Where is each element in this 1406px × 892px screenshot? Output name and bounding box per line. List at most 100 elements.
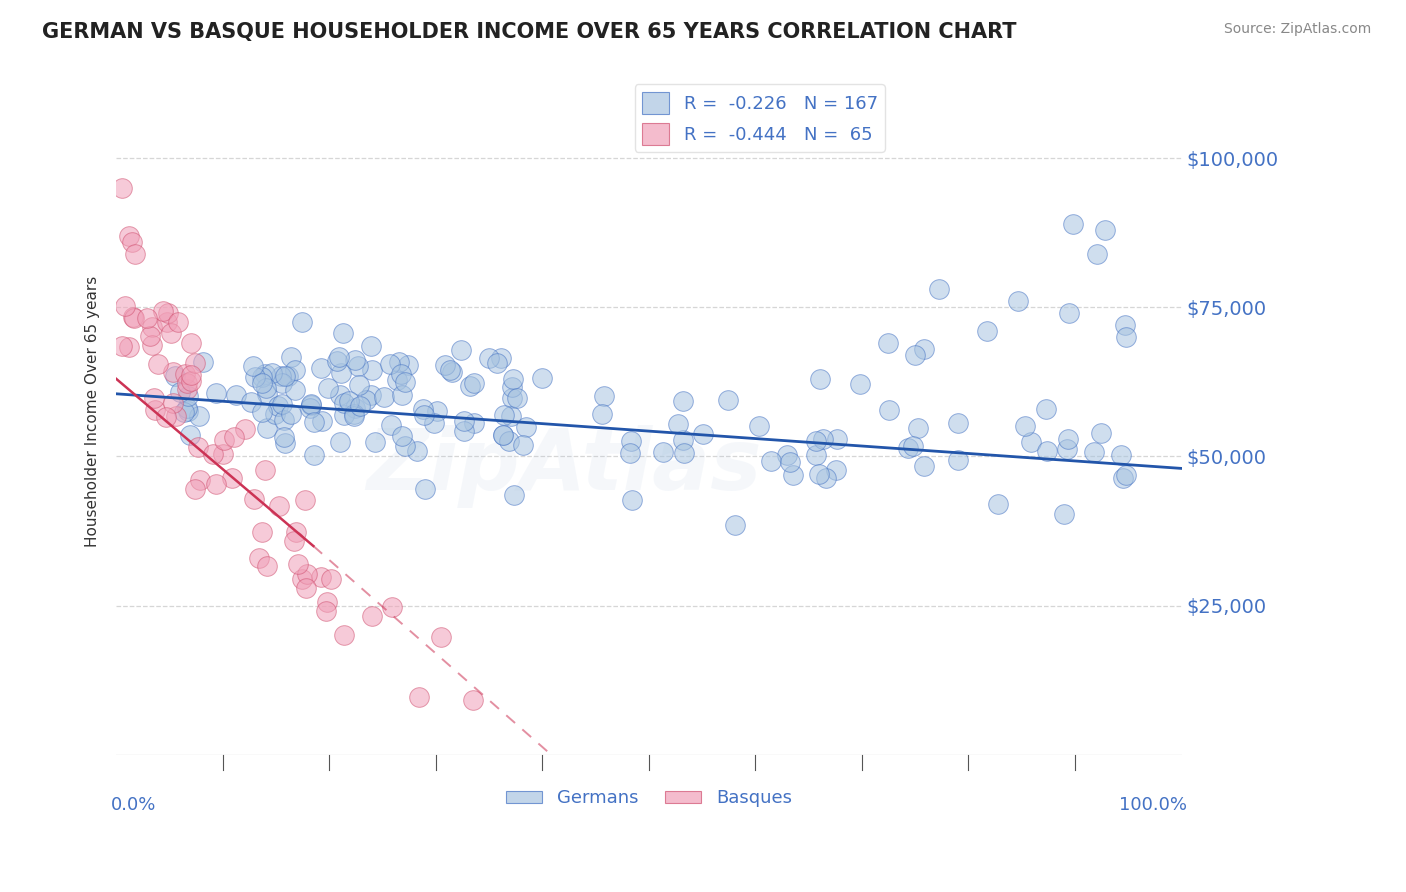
Point bbox=[877, 336, 900, 351]
Point bbox=[328, 434, 350, 449]
Point bbox=[256, 559, 278, 574]
Text: 0.0%: 0.0% bbox=[111, 796, 156, 814]
Point bbox=[280, 407, 302, 421]
Point bbox=[155, 409, 177, 424]
Point bbox=[692, 426, 714, 441]
Point bbox=[502, 372, 524, 386]
Point bbox=[273, 369, 295, 384]
Point bbox=[205, 477, 228, 491]
Point bbox=[912, 342, 935, 356]
Point bbox=[163, 369, 186, 384]
Point bbox=[1111, 471, 1133, 485]
Point bbox=[252, 525, 274, 540]
Point bbox=[748, 418, 770, 433]
Point bbox=[267, 499, 290, 513]
Point bbox=[256, 421, 278, 435]
Point bbox=[347, 359, 370, 373]
Point bbox=[254, 368, 277, 382]
Point bbox=[824, 463, 846, 477]
Text: 100.0%: 100.0% bbox=[1119, 796, 1187, 814]
Point bbox=[349, 399, 371, 413]
Point bbox=[928, 282, 950, 296]
Point bbox=[328, 351, 350, 365]
Point bbox=[330, 366, 353, 380]
Point bbox=[463, 416, 485, 430]
Point bbox=[294, 581, 316, 595]
Point bbox=[270, 369, 292, 384]
Point bbox=[1014, 418, 1036, 433]
Point bbox=[187, 409, 209, 423]
Point bbox=[381, 600, 404, 615]
Point bbox=[434, 358, 457, 372]
Point bbox=[294, 492, 316, 507]
Point bbox=[531, 371, 554, 385]
Point bbox=[299, 401, 322, 415]
Point bbox=[316, 381, 339, 395]
Point bbox=[180, 368, 202, 382]
Point bbox=[337, 393, 360, 408]
Point bbox=[311, 413, 333, 427]
Point bbox=[761, 454, 783, 468]
Point bbox=[118, 340, 141, 354]
Point bbox=[343, 353, 366, 368]
Point bbox=[277, 369, 299, 384]
Point bbox=[502, 488, 524, 502]
Point bbox=[343, 409, 366, 423]
Point bbox=[177, 404, 200, 418]
Point bbox=[453, 425, 475, 439]
Point bbox=[391, 387, 413, 401]
Point bbox=[814, 471, 837, 485]
Point bbox=[332, 326, 354, 340]
Point bbox=[159, 326, 181, 340]
Point bbox=[299, 397, 322, 411]
Point bbox=[378, 358, 401, 372]
Text: GERMAN VS BASQUE HOUSEHOLDER INCOME OVER 65 YEARS CORRELATION CHART: GERMAN VS BASQUE HOUSEHOLDER INCOME OVER… bbox=[42, 22, 1017, 42]
Point bbox=[394, 439, 416, 453]
Point bbox=[673, 446, 696, 460]
Point bbox=[811, 432, 834, 446]
Point bbox=[492, 409, 515, 423]
Point bbox=[180, 336, 202, 351]
Point bbox=[225, 387, 247, 401]
Point bbox=[179, 428, 201, 442]
Point bbox=[912, 458, 935, 473]
Point bbox=[297, 566, 319, 581]
Point bbox=[492, 427, 515, 442]
Point bbox=[243, 492, 266, 507]
Point bbox=[247, 550, 270, 565]
Point bbox=[1109, 448, 1132, 462]
Point bbox=[1019, 435, 1042, 450]
Point bbox=[162, 365, 184, 379]
Point bbox=[188, 473, 211, 487]
Point bbox=[489, 351, 512, 366]
Point bbox=[426, 404, 449, 418]
Point bbox=[283, 533, 305, 548]
Point bbox=[901, 439, 924, 453]
Point bbox=[501, 380, 523, 394]
Point bbox=[779, 455, 801, 469]
Point bbox=[254, 381, 277, 395]
Point bbox=[176, 382, 198, 396]
Point bbox=[592, 389, 614, 403]
Point bbox=[877, 402, 900, 417]
Point bbox=[329, 388, 352, 402]
Legend: Germans, Basques: Germans, Basques bbox=[499, 782, 799, 814]
Point bbox=[1062, 217, 1084, 231]
Point bbox=[391, 429, 413, 443]
Point bbox=[1083, 445, 1105, 459]
Point bbox=[333, 408, 356, 422]
Point bbox=[907, 421, 929, 435]
Point bbox=[413, 483, 436, 497]
Point bbox=[412, 408, 434, 422]
Point bbox=[333, 395, 356, 409]
Point bbox=[458, 379, 481, 393]
Point bbox=[250, 370, 273, 384]
Point bbox=[621, 492, 644, 507]
Point bbox=[224, 430, 246, 444]
Point bbox=[221, 470, 243, 484]
Point bbox=[463, 376, 485, 390]
Point bbox=[202, 447, 225, 461]
Point bbox=[1056, 442, 1078, 456]
Point bbox=[1007, 294, 1029, 309]
Point bbox=[233, 422, 256, 436]
